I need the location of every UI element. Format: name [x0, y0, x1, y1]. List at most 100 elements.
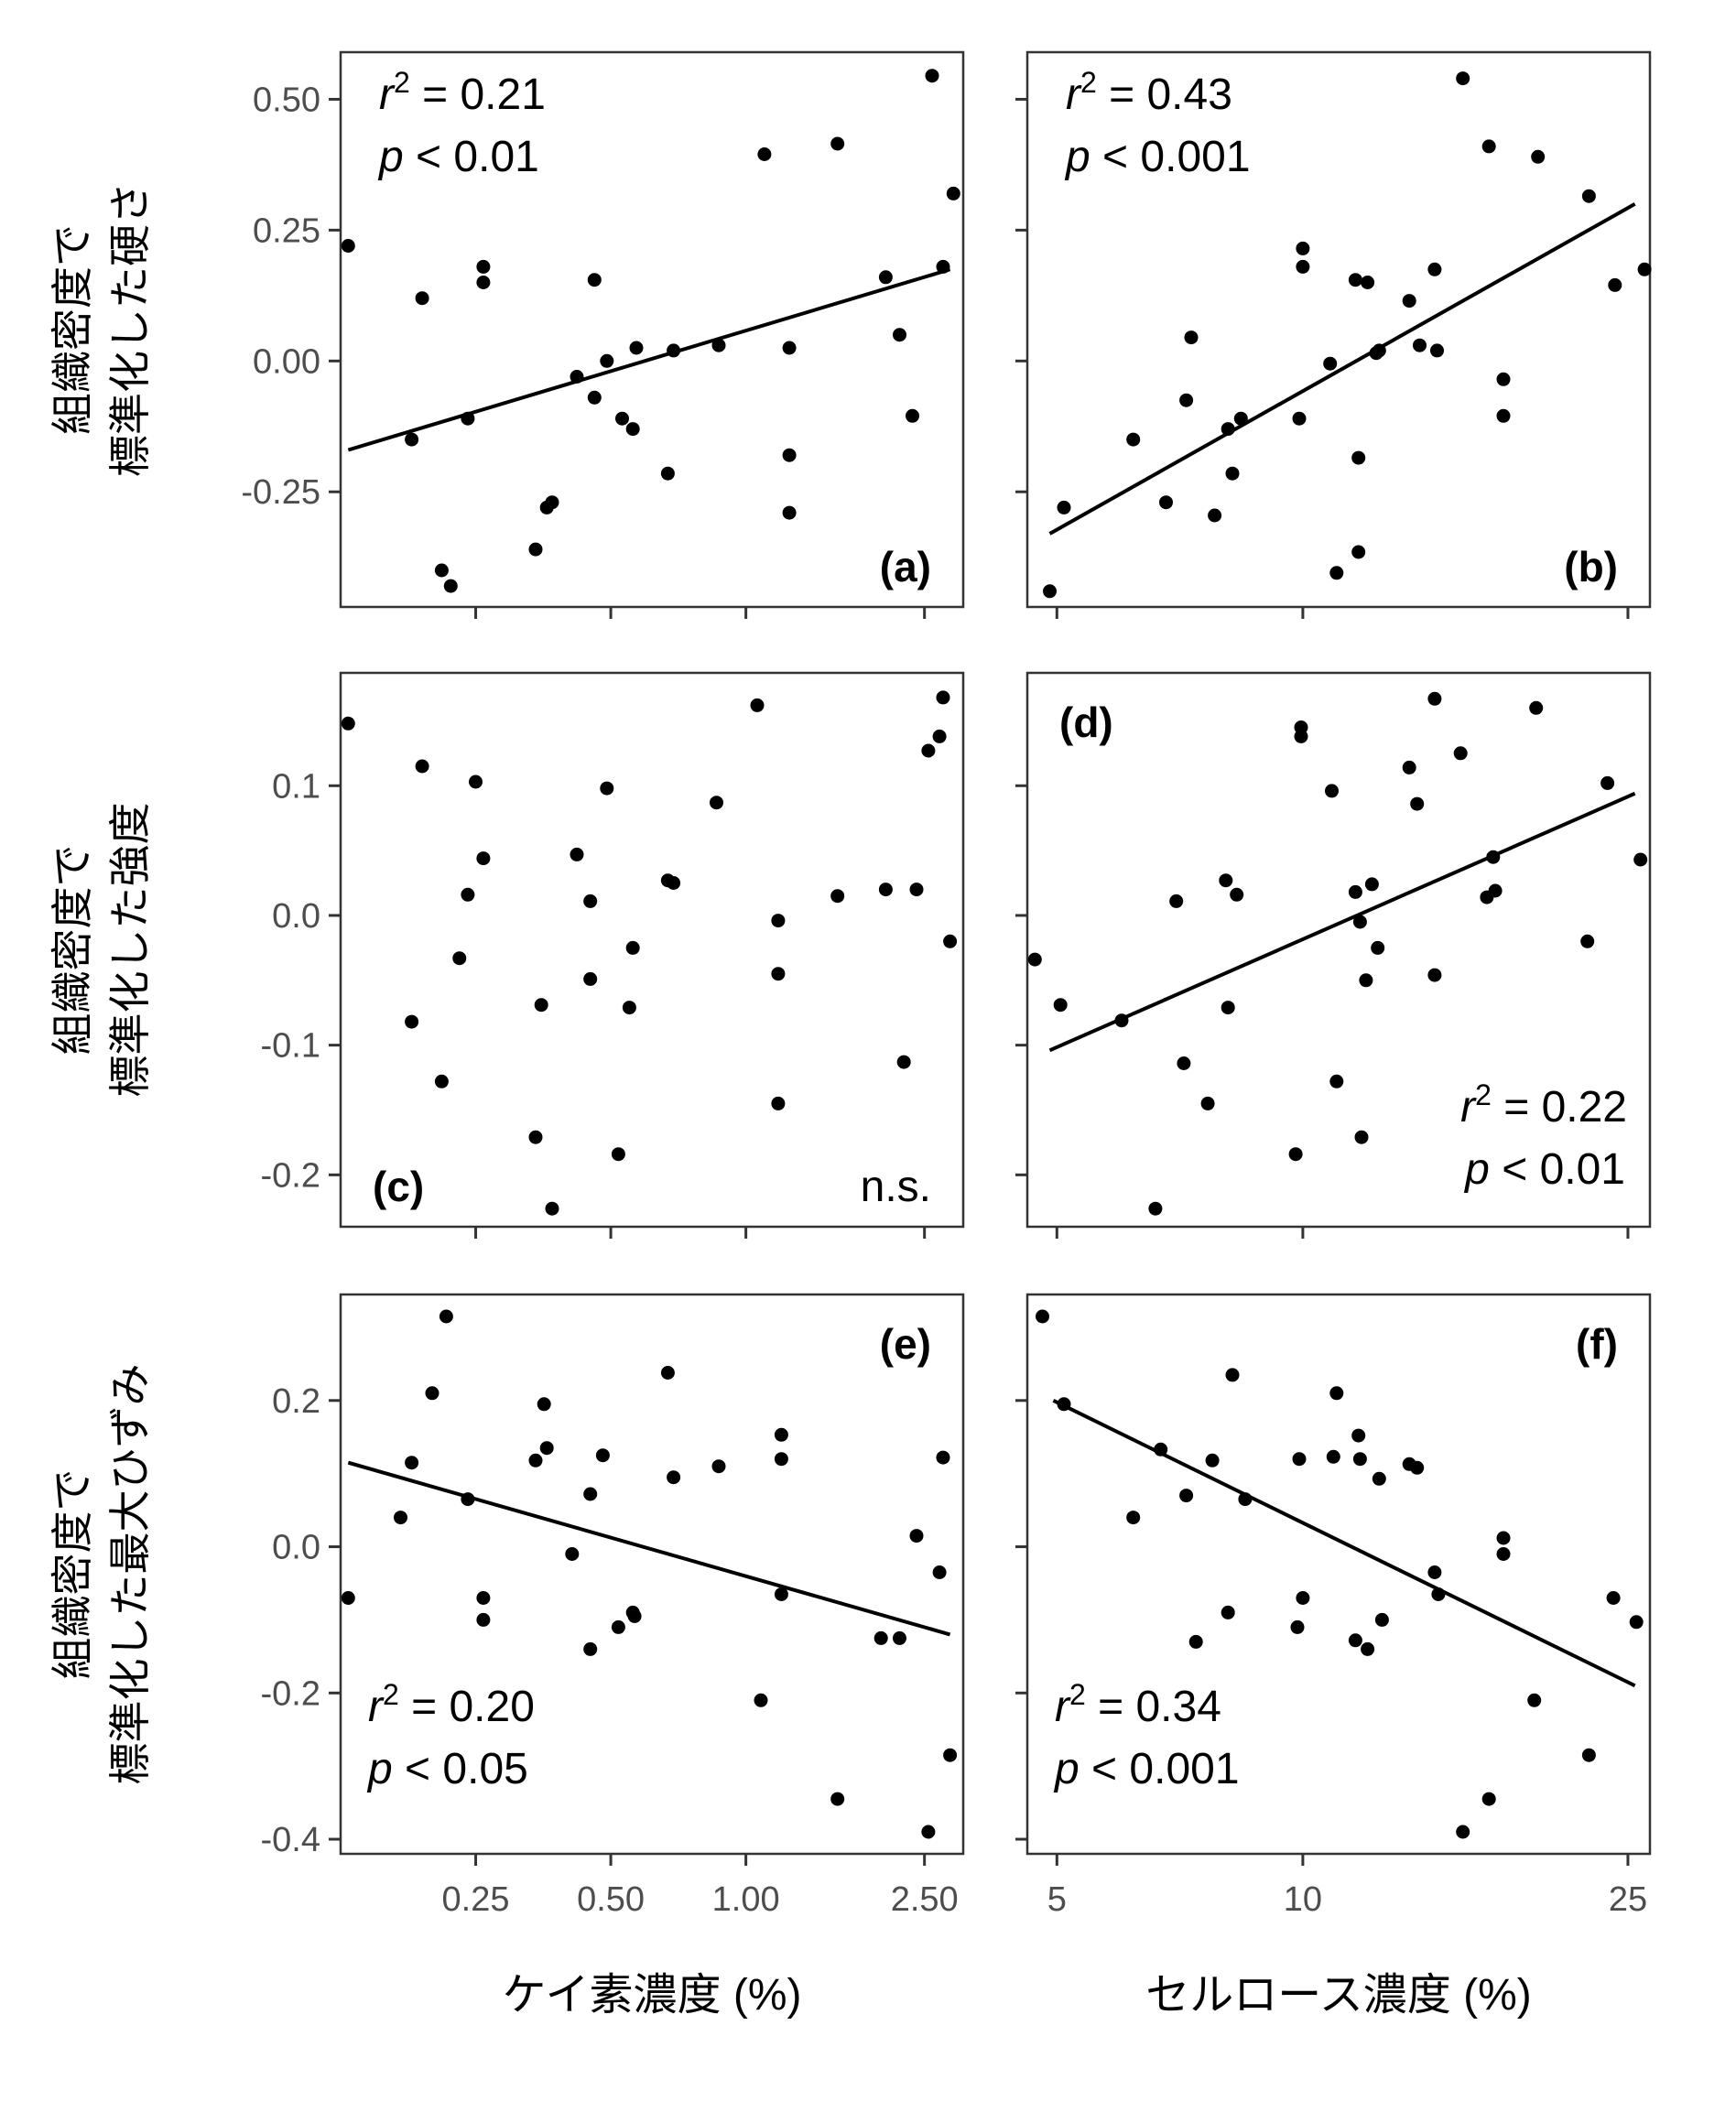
data-point	[425, 1386, 439, 1401]
data-point	[711, 1459, 726, 1474]
panel-tag: (a)	[880, 543, 931, 590]
data-point	[932, 729, 947, 743]
data-point	[1169, 894, 1184, 908]
data-point	[1581, 189, 1596, 203]
r2-stat: r2 = 0.21	[379, 66, 546, 119]
data-point	[771, 1096, 786, 1110]
data-point	[341, 716, 355, 731]
data-point	[893, 328, 906, 342]
data-point	[545, 1201, 559, 1216]
data-point	[476, 1591, 491, 1605]
data-point	[1351, 1428, 1366, 1443]
data-point	[545, 495, 559, 510]
regression-line	[1052, 1399, 1636, 1688]
data-point	[936, 1450, 950, 1465]
y-tick-label: 0.0	[272, 1529, 320, 1567]
data-point	[1427, 262, 1442, 276]
data-point	[1496, 1531, 1511, 1545]
data-point	[600, 781, 614, 796]
data-point	[1225, 1368, 1240, 1382]
data-point	[1606, 1591, 1621, 1605]
panel-tag: (f)	[1576, 1320, 1618, 1368]
data-point	[570, 847, 584, 861]
data-point	[1529, 700, 1544, 715]
data-point	[452, 951, 467, 966]
data-point	[394, 1511, 407, 1525]
data-point	[629, 341, 644, 355]
data-point	[476, 851, 491, 866]
panel-frame-d	[1025, 671, 1652, 1229]
data-point	[660, 1366, 675, 1380]
data-point	[611, 1147, 625, 1162]
y-tick-label: -0.2	[261, 1674, 320, 1713]
data-point	[476, 1612, 491, 1627]
data-point	[615, 411, 629, 426]
data-point	[943, 934, 958, 948]
panel-frame-f	[1025, 1293, 1652, 1856]
data-point	[1294, 720, 1308, 734]
x-tick-label: 0.25	[442, 1880, 510, 1919]
data-point	[1225, 466, 1240, 481]
data-point	[461, 887, 475, 902]
data-point	[1296, 241, 1310, 255]
data-point	[1481, 1792, 1496, 1806]
data-point	[1413, 338, 1427, 352]
data-point	[1057, 500, 1071, 514]
x-axis-title: セルロース濃度 (%)	[1145, 1971, 1532, 2020]
data-point	[1580, 934, 1595, 948]
panel-frame-e	[339, 1293, 965, 1856]
y-axis-title-line2: 標準化した強度	[106, 803, 154, 1098]
data-point	[1221, 1001, 1235, 1015]
data-point	[1348, 884, 1362, 899]
data-point	[1292, 1452, 1307, 1467]
regression-line	[1048, 202, 1636, 536]
data-point	[771, 914, 786, 928]
data-point	[1296, 1591, 1310, 1605]
data-point	[1527, 1693, 1542, 1707]
data-point	[1481, 139, 1496, 154]
data-point	[667, 876, 681, 890]
data-point	[909, 883, 924, 897]
data-point	[667, 1470, 681, 1485]
data-point	[1351, 545, 1366, 559]
x-tick-label: 0.50	[577, 1880, 645, 1919]
y-tick-label: -0.2	[261, 1156, 320, 1195]
x-axis-title: ケイ素濃度 (%)	[502, 1971, 801, 2020]
data-point	[1325, 784, 1339, 798]
data-point	[1453, 746, 1468, 761]
data-point	[1290, 1619, 1305, 1634]
data-point	[1126, 1511, 1141, 1525]
data-point	[936, 690, 950, 705]
y-tick-label: 0.00	[253, 342, 320, 381]
data-point	[1159, 495, 1173, 510]
data-point	[1456, 1825, 1470, 1839]
p-value-stat: p < 0.001	[1053, 1745, 1240, 1793]
data-point	[1629, 1615, 1644, 1630]
data-point	[600, 353, 614, 368]
data-point	[771, 967, 786, 981]
data-point	[921, 1825, 936, 1839]
data-point	[625, 422, 640, 437]
panel-tag: (b)	[1564, 543, 1618, 590]
data-point	[528, 542, 543, 557]
data-point	[1496, 408, 1511, 423]
data-point	[434, 563, 449, 578]
panel-tag: (c)	[373, 1163, 424, 1210]
data-point	[1364, 877, 1379, 892]
data-point	[341, 1591, 355, 1605]
data-point	[1427, 968, 1442, 982]
y-tick-label: -0.25	[241, 473, 320, 512]
data-point	[1354, 1130, 1369, 1144]
data-point	[1148, 1201, 1163, 1216]
data-point	[1219, 873, 1233, 888]
data-point	[1348, 273, 1362, 287]
data-point	[906, 408, 919, 423]
panel-frame-b	[1025, 50, 1652, 609]
regression-line	[347, 1460, 951, 1637]
data-point	[405, 1014, 419, 1029]
data-point	[1348, 1633, 1362, 1648]
data-point	[1496, 1547, 1511, 1561]
data-point	[1200, 1096, 1215, 1110]
data-point	[583, 971, 598, 986]
